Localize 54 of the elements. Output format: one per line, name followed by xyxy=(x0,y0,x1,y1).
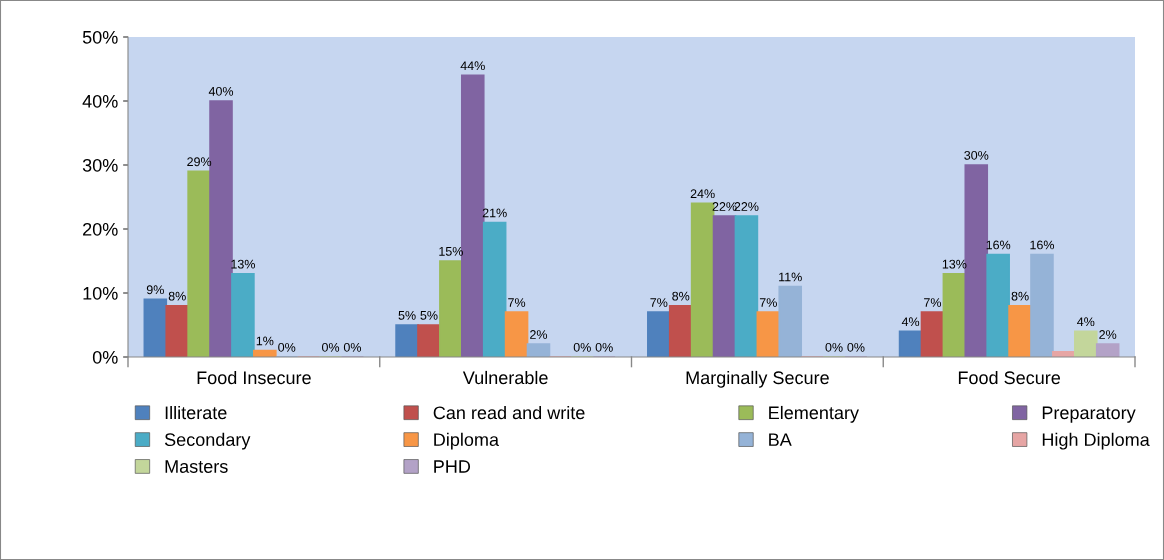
data-label: 0% xyxy=(343,342,362,352)
x-tick-label: Marginally Secure xyxy=(686,370,829,388)
data-label: 21% xyxy=(482,208,507,218)
data-label: 0% xyxy=(573,342,591,352)
data-label: 8% xyxy=(672,291,690,301)
data-label: 7% xyxy=(650,298,668,307)
data-label: 7% xyxy=(508,298,526,307)
x-tick-label: Food Insecure xyxy=(197,370,311,385)
legend-label: Elementary xyxy=(769,405,859,423)
data-label: 0% xyxy=(321,342,340,352)
data-label: 0% xyxy=(278,342,296,352)
data-label: 16% xyxy=(1030,240,1055,250)
data-label: 2% xyxy=(530,330,548,339)
data-label: 40% xyxy=(208,86,234,96)
y-tick-label: 20% xyxy=(83,222,118,236)
data-label: 1% xyxy=(256,336,274,346)
data-label: 0% xyxy=(825,342,843,352)
data-label: 13% xyxy=(231,259,255,269)
legend-label: Illiterate xyxy=(165,405,227,420)
y-tick-label: 50% xyxy=(82,30,118,44)
y-tick-label: 0% xyxy=(92,350,118,364)
y-tick-label: 40% xyxy=(82,94,118,108)
data-label: 5% xyxy=(398,310,416,320)
data-label: 11% xyxy=(779,272,802,282)
legend-label: PHD xyxy=(434,460,471,473)
data-label: 29% xyxy=(187,157,212,167)
data-label: 2% xyxy=(1099,330,1117,339)
legend-label: Masters xyxy=(165,460,228,473)
data-label: 9% xyxy=(146,285,164,295)
data-label: 15% xyxy=(439,246,463,256)
data-label: 7% xyxy=(924,298,942,307)
data-label: 7% xyxy=(759,298,777,307)
data-label: 0% xyxy=(847,342,865,352)
legend-label: Secondary xyxy=(164,432,251,450)
y-tick-label: 30% xyxy=(82,158,118,172)
data-label: 4% xyxy=(1077,317,1095,327)
data-label: 0% xyxy=(595,342,613,352)
data-label: 16% xyxy=(986,240,1011,250)
data-label: 30% xyxy=(964,150,989,160)
data-label: 44% xyxy=(460,61,485,71)
legend-label: High Diploma xyxy=(1042,432,1150,450)
data-label: 13% xyxy=(942,259,967,269)
legend-label: Preparatory xyxy=(1042,406,1136,423)
legend-label: Can read and write xyxy=(433,405,585,420)
y-tick-label: 10% xyxy=(83,286,118,300)
data-label: 5% xyxy=(420,310,438,320)
data-label: 24% xyxy=(690,189,715,199)
data-label: 4% xyxy=(901,317,920,327)
data-label: 8% xyxy=(168,291,186,301)
x-tick-label: Vulnerable xyxy=(462,370,548,385)
x-tick-label: Food Secure xyxy=(958,370,1061,385)
legend-label: Diploma xyxy=(434,432,500,450)
legend-label: BA xyxy=(769,433,792,446)
data-label: 8% xyxy=(1011,291,1029,301)
